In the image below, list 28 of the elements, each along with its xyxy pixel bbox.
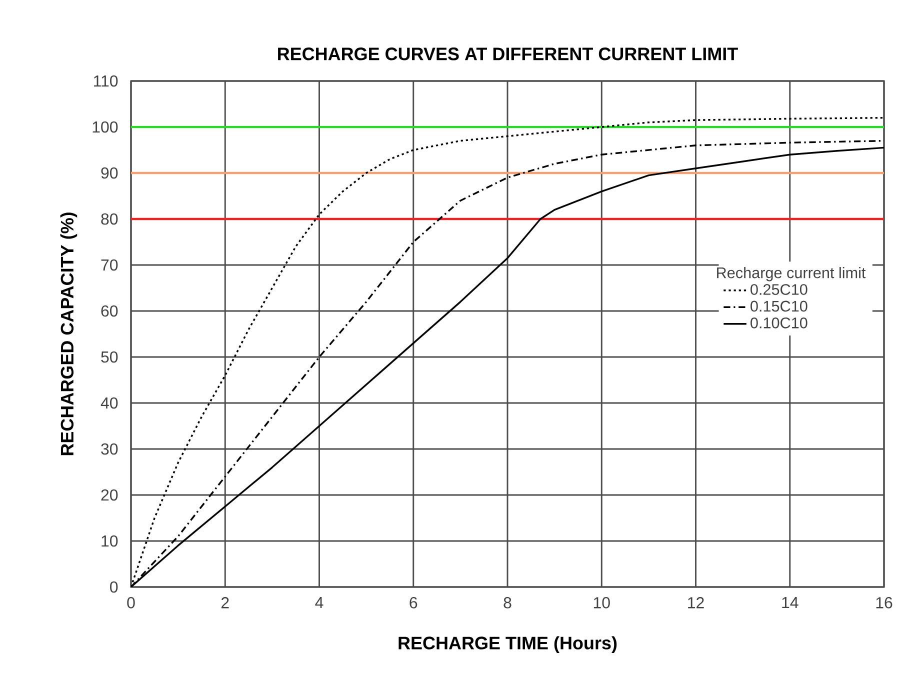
legend-title: Recharge current limit (717, 266, 866, 282)
y-tick-label: 90 (101, 167, 118, 179)
y-tick-label: 0 (110, 581, 118, 593)
x-tick-label: 12 (688, 597, 704, 608)
y-tick-label: 60 (101, 305, 118, 317)
x-tick-label: 0 (127, 597, 135, 608)
y-tick-label: 30 (101, 443, 118, 455)
x-tick-label: 4 (315, 597, 324, 608)
y-tick-label: 10 (102, 535, 118, 547)
x-tick-label: 10 (594, 597, 610, 608)
y-tick-label: 100 (92, 121, 118, 133)
y-axis-title: RECHARGED CAPACITY (%) (60, 212, 78, 456)
x-tick-label: 8 (504, 597, 512, 608)
chart-title: RECHARGE CURVES AT DIFFERENT CURRENT LIMIT (278, 48, 738, 60)
x-tick-label: 14 (782, 597, 798, 608)
x-tick-label: 2 (221, 597, 229, 608)
x-tick-label: 6 (410, 597, 418, 608)
y-tick-label: 20 (101, 489, 118, 501)
legend-label: 0.15C10 (750, 300, 808, 312)
y-tick-label: 80 (101, 213, 118, 225)
legend-label: 0.10C10 (750, 317, 808, 328)
legend-label: 0.25C10 (750, 284, 808, 295)
x-tick-label: 16 (876, 597, 892, 608)
x-axis-title: RECHARGE TIME (Hours) (398, 636, 617, 653)
y-tick-label: 70 (101, 259, 118, 271)
y-tick-label: 40 (100, 397, 118, 409)
y-tick-label: 110 (94, 75, 118, 87)
y-tick-label: 50 (101, 351, 118, 363)
